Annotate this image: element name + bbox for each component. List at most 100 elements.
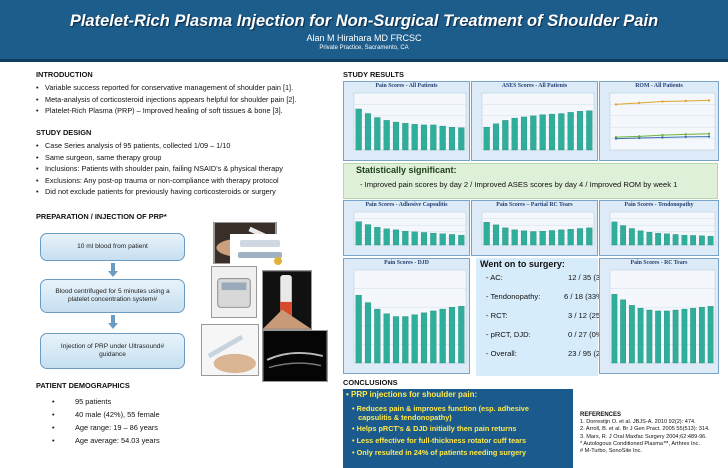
bar bbox=[699, 235, 705, 246]
ultrasound-photo bbox=[262, 330, 328, 382]
bar bbox=[690, 235, 696, 246]
bar bbox=[439, 233, 446, 246]
bar bbox=[420, 232, 428, 246]
bar bbox=[586, 227, 593, 246]
syringe-kit-photo bbox=[230, 234, 290, 268]
conclusion-item: • Only resulted in 24% of patients needi… bbox=[352, 448, 527, 457]
bar bbox=[520, 230, 528, 246]
bar bbox=[646, 309, 653, 364]
demographic-item: 40 male (42%), 55 female bbox=[75, 410, 160, 419]
data-point bbox=[614, 103, 618, 106]
chart-pain-rc-tears: Pain Scores - RC Tears bbox=[599, 258, 719, 374]
prep-step-centrifuge: Blood centrifuged for 5 minutes using a … bbox=[40, 279, 185, 313]
design-heading: STUDY DESIGN bbox=[36, 128, 92, 137]
poster-affiliation: Private Practice, Sacramento, CA bbox=[319, 45, 409, 51]
intro-item: Platelet-Rich Plasma (PRP) – Improved he… bbox=[36, 105, 296, 117]
bar bbox=[576, 111, 584, 151]
design-item: Case Series analysis of 95 patients, col… bbox=[36, 140, 283, 152]
chart-title: Pain Scores – Partial RC Tears bbox=[496, 202, 573, 208]
bar bbox=[374, 117, 381, 151]
bar bbox=[448, 307, 456, 364]
references-title: REFERENCES bbox=[580, 412, 622, 418]
conclusion-item: • Helps pRCT’s & DJD initially then pain… bbox=[352, 424, 517, 433]
significance-box bbox=[343, 163, 718, 199]
data-point bbox=[661, 100, 664, 103]
bar bbox=[672, 309, 679, 364]
conclusions-main: • PRP injections for shoulder pain: bbox=[346, 390, 478, 399]
chart-title: Pain Scores - Tendonopathy bbox=[624, 202, 694, 208]
conclusion-item: • Reduces pain & improves function (esp.… bbox=[352, 404, 529, 413]
bar bbox=[502, 120, 509, 151]
references: REFERENCES 1. Dorrestijn O. et al. JBJS-… bbox=[580, 412, 710, 455]
chart-pain-tendonopathy: Pain Scores - Tendonopathy bbox=[599, 200, 719, 256]
bar bbox=[611, 221, 618, 246]
bar bbox=[530, 115, 537, 151]
reference-item: 3. Marx, R. J Oral Maxfac Surgery 2004;6… bbox=[580, 433, 707, 440]
bar bbox=[558, 113, 565, 151]
prp-tube-photo bbox=[262, 270, 312, 330]
chart-plot bbox=[609, 92, 716, 151]
chart-title: ROM - All Patients bbox=[635, 83, 683, 89]
bar bbox=[707, 235, 714, 246]
reference-item: # M-Turbo, SonoSite Inc. bbox=[580, 448, 642, 455]
reference-item: 1. Dorrestijn O. et al. JBJS-A. 2010 92(… bbox=[580, 419, 696, 426]
conclusions-box bbox=[343, 389, 573, 468]
bar bbox=[511, 117, 518, 151]
significance-title: Statistically significant: bbox=[356, 165, 457, 175]
bar bbox=[539, 230, 546, 246]
demographic-item: 95 patients bbox=[75, 397, 112, 406]
centrifuge-photo bbox=[211, 266, 257, 318]
bar bbox=[690, 307, 696, 364]
poster-author: Alan M Hirahara MD FRCSC bbox=[306, 33, 422, 43]
poster-header: Platelet-Rich Plasma Injection for Non-S… bbox=[0, 0, 728, 62]
design-item: Did not exclude patients for previously … bbox=[36, 186, 283, 198]
conclusion-item: capsulitis & tendonopathy) bbox=[352, 413, 452, 422]
bar bbox=[402, 230, 409, 246]
bar bbox=[611, 294, 618, 364]
bar bbox=[637, 230, 644, 246]
design-item: Exclusions: Any post-op trauma or non-co… bbox=[36, 175, 283, 187]
prep-step-injection: Injection of PRP under Ultrasound# guida… bbox=[40, 333, 185, 369]
bar bbox=[492, 224, 500, 246]
bar bbox=[383, 120, 390, 151]
plot-area bbox=[609, 269, 716, 364]
chart-pain-partial-rc: Pain Scores – Partial RC Tears bbox=[471, 200, 598, 256]
bar bbox=[402, 316, 409, 364]
design-item: Inclusions: Patients with shoulder pain,… bbox=[36, 163, 283, 175]
demographic-item: Age range: 19 – 86 years bbox=[75, 423, 158, 432]
flow-arrow-icon bbox=[108, 263, 118, 277]
bar bbox=[355, 294, 362, 364]
bar bbox=[502, 227, 509, 246]
bar bbox=[448, 234, 456, 246]
chart-title: Pain Scores - Adhesive Capsulitis bbox=[365, 202, 448, 208]
bar bbox=[492, 123, 500, 151]
bar bbox=[681, 234, 688, 246]
data-point bbox=[707, 99, 711, 102]
reference-item: 2. Arroll, B. et al. Br J Gen Pract. 200… bbox=[580, 426, 710, 433]
surgery-label: - pRCT, DJD: bbox=[486, 330, 531, 339]
intro-item: Variable success reported for conservati… bbox=[36, 82, 296, 94]
demographics-heading: PATIENT DEMOGRAPHICS bbox=[36, 381, 130, 390]
data-point bbox=[661, 133, 664, 137]
bar bbox=[402, 123, 409, 151]
bar bbox=[364, 113, 372, 151]
bar bbox=[411, 314, 418, 364]
bar bbox=[576, 228, 584, 246]
bar bbox=[539, 114, 546, 151]
bar bbox=[646, 231, 653, 246]
intro-heading: INTRODUCTION bbox=[36, 70, 93, 79]
bar bbox=[411, 124, 418, 151]
bar bbox=[439, 125, 446, 151]
bar bbox=[511, 229, 518, 246]
surgery-title: Went on to surgery: bbox=[480, 259, 565, 269]
bar bbox=[681, 308, 688, 364]
bar bbox=[520, 116, 528, 151]
data-point bbox=[614, 137, 618, 140]
bar bbox=[458, 306, 465, 364]
bar bbox=[374, 308, 381, 364]
bar bbox=[430, 232, 437, 246]
surgery-value: 0 / 27 (0%) bbox=[568, 330, 606, 339]
surgery-label: - Overall: bbox=[486, 349, 517, 358]
chart-title: Pain Scores - RC Tears bbox=[630, 260, 688, 266]
